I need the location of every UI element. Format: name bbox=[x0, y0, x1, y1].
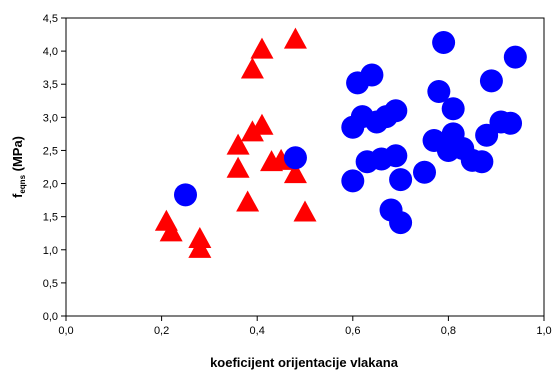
x-tick-label: 0,4 bbox=[250, 325, 265, 337]
circle-point bbox=[427, 80, 451, 104]
x-tick-label: 0,0 bbox=[58, 325, 73, 337]
y-tick-label: 2,0 bbox=[43, 179, 58, 191]
x-tick-label: 0,2 bbox=[154, 325, 169, 337]
triangle-point bbox=[240, 120, 264, 142]
circle-point bbox=[503, 45, 527, 69]
circle-point bbox=[479, 69, 503, 93]
x-tick-label: 1,0 bbox=[536, 325, 551, 337]
triangle-point bbox=[159, 220, 183, 242]
y-axis-title-main: f bbox=[10, 193, 25, 198]
y-tick-label: 3,0 bbox=[43, 112, 58, 124]
x-tick-label: 0,8 bbox=[441, 325, 456, 337]
circle-point bbox=[360, 63, 384, 87]
triangle-point bbox=[226, 133, 250, 155]
y-tick-label: 0,0 bbox=[43, 311, 58, 323]
circle-point bbox=[384, 99, 408, 123]
y-tick-label: 0,5 bbox=[43, 278, 58, 290]
circle-point bbox=[441, 97, 465, 121]
triangle-point bbox=[250, 37, 274, 59]
y-tick-label: 2,5 bbox=[43, 145, 58, 157]
circle-point bbox=[432, 31, 456, 55]
circle-point bbox=[384, 144, 408, 168]
triangle-point bbox=[293, 200, 317, 222]
triangle-point bbox=[250, 113, 274, 135]
x-axis-ticks: 0,0 0,2 0,4 0,6 0,8 1,0 bbox=[58, 316, 552, 337]
y-axis-ticks: 0,0 0,5 1,0 1,5 2,0 2,5 3,0 3,5 4,0 4,5 bbox=[43, 13, 66, 323]
y-axis-title-rest: (MPa) bbox=[10, 136, 25, 175]
circle-point bbox=[499, 111, 523, 135]
circle-point bbox=[389, 168, 413, 192]
y-axis-title: feqns (MPa) bbox=[10, 136, 27, 198]
x-tick-label: 0,6 bbox=[345, 325, 360, 337]
triangle-point bbox=[236, 190, 260, 212]
triangle-point bbox=[283, 162, 307, 184]
triangle-point bbox=[283, 27, 307, 49]
y-tick-label: 3,5 bbox=[43, 79, 58, 91]
y-tick-label: 1,0 bbox=[43, 245, 58, 257]
triangle-point bbox=[240, 57, 264, 79]
circle-point bbox=[389, 211, 413, 235]
y-tick-label: 4,5 bbox=[43, 13, 58, 25]
circle-point bbox=[470, 150, 494, 174]
y-tick-label: 4,0 bbox=[43, 46, 58, 58]
y-tick-label: 1,5 bbox=[43, 212, 58, 224]
x-axis-title: koeficijent orijentacije vlakana bbox=[210, 355, 399, 370]
circle-point bbox=[413, 160, 436, 184]
data-marks bbox=[154, 27, 527, 258]
circle-point bbox=[174, 183, 197, 207]
circle-point bbox=[283, 146, 307, 170]
y-axis-title-sub: eqns bbox=[18, 174, 27, 193]
circle-point bbox=[341, 169, 365, 193]
triangle-point bbox=[188, 236, 212, 258]
triangle-point bbox=[226, 156, 250, 178]
